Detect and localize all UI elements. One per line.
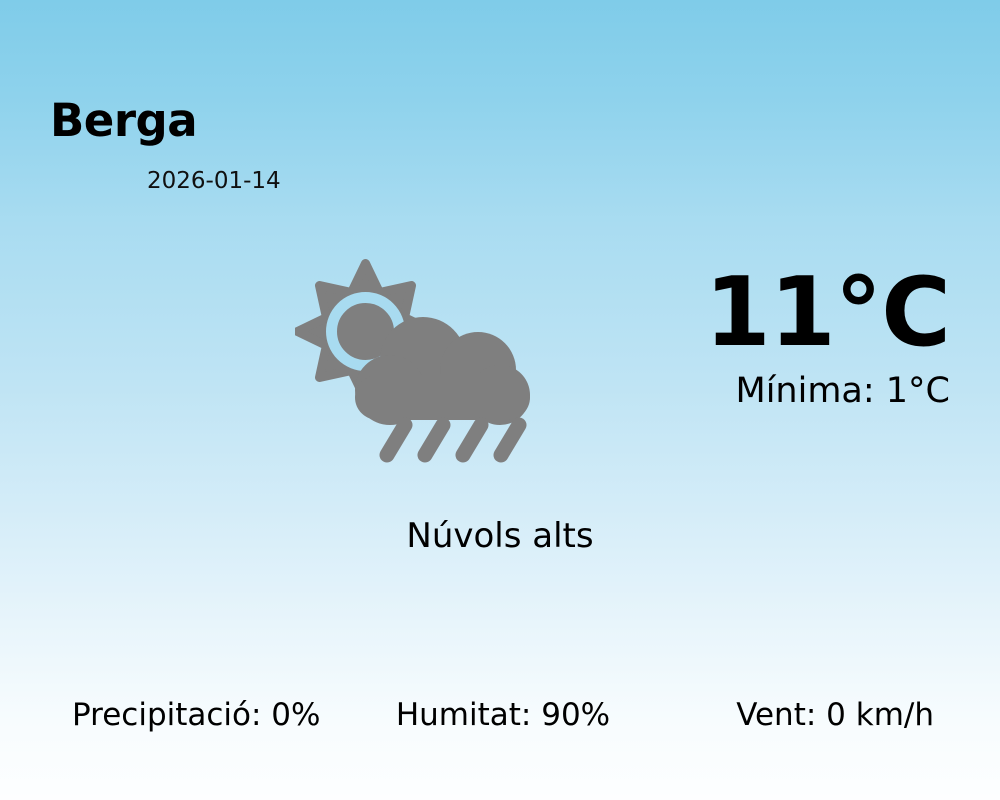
humidity-stat: Humitat: 90% xyxy=(395,697,611,733)
rain-streaks xyxy=(379,417,527,463)
stats-row: Precipitació: 0% Humitat: 90% Vent: 0 km… xyxy=(0,700,1000,731)
rain-cloud-icon xyxy=(355,317,530,463)
page-title: Berga xyxy=(50,94,198,147)
current-temperature: 11°C xyxy=(704,258,951,368)
temperature-block: 11°C Mínima: 1°C xyxy=(704,258,951,412)
precipitation-stat: Precipitació: 0% xyxy=(72,697,321,733)
condition-label: Núvols alts xyxy=(406,516,594,556)
weather-icon xyxy=(295,255,545,475)
condition-row: Núvols alts xyxy=(0,519,1000,553)
minimum-temperature: Mínima: 1°C xyxy=(735,371,951,412)
date-label: 2026-01-14 xyxy=(147,168,281,194)
wind-stat: Vent: 0 km/h xyxy=(736,697,934,733)
